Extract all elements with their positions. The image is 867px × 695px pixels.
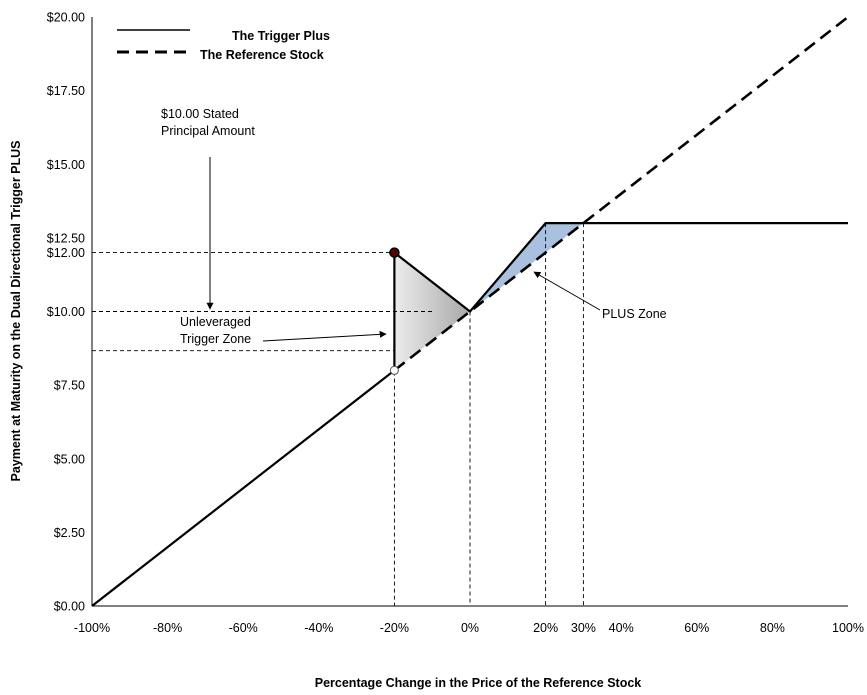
tick-labels: -100% -80% -60% -40% -20% 0% 20% 30% 40% 60% 80% 10… bbox=[47, 11, 864, 636]
x-tick-label: 0% bbox=[461, 621, 479, 635]
filled-endpoint-marker bbox=[389, 247, 400, 258]
x-tick-label: -60% bbox=[229, 621, 258, 635]
x-tick-label: -100% bbox=[74, 621, 110, 635]
series bbox=[91, 15, 849, 607]
legend-label-reference-stock: The Reference Stock bbox=[200, 48, 324, 62]
annotation-plus-zone: PLUS Zone bbox=[602, 307, 667, 321]
y-tick-label: $17.50 bbox=[47, 84, 85, 98]
x-tick-label: -80% bbox=[153, 621, 182, 635]
y-tick-label: $0.00 bbox=[54, 600, 85, 614]
series-line-reference-stock bbox=[393, 15, 849, 372]
series-line-trigger-plus bbox=[91, 222, 848, 607]
y-tick-label: $10.00 bbox=[47, 305, 85, 319]
x-tick-label: 60% bbox=[684, 621, 709, 635]
annotation-trigger-line2: Trigger Zone bbox=[180, 332, 251, 346]
arrow-plus-zone bbox=[533, 271, 601, 311]
annotation-principal-line2: Principal Amount bbox=[161, 124, 255, 138]
x-tick-label: -20% bbox=[380, 621, 409, 635]
arrow-trigger-zone bbox=[262, 330, 387, 342]
y-tick-label: $12.00 bbox=[47, 246, 85, 260]
x-tick-label: -40% bbox=[304, 621, 333, 635]
y-tick-label: $12.50 bbox=[47, 231, 85, 245]
x-axis-title: Percentage Change in the Price of the Re… bbox=[315, 676, 642, 690]
x-tick-label: 20% bbox=[533, 621, 558, 635]
open-endpoint-marker bbox=[389, 365, 399, 375]
y-tick-label: $15.00 bbox=[47, 158, 85, 172]
y-tick-label: $7.50 bbox=[54, 379, 85, 393]
y-tick-label: $5.00 bbox=[54, 452, 85, 466]
reference-lines bbox=[92, 223, 584, 606]
x-tick-label: 100% bbox=[832, 621, 864, 635]
trigger-zone-shading bbox=[394, 252, 470, 371]
axes bbox=[91, 17, 848, 607]
legend: The Trigger Plus The Reference Stock bbox=[117, 29, 330, 62]
x-tick-label: 30% bbox=[571, 621, 596, 635]
y-tick-label: $20.00 bbox=[47, 11, 85, 25]
x-tick-label: 80% bbox=[760, 621, 785, 635]
legend-label-trigger-plus: The Trigger Plus bbox=[232, 29, 330, 43]
annotation-principal-line1: $10.00 Stated bbox=[161, 107, 239, 121]
x-tick-label: 40% bbox=[609, 621, 634, 635]
annotation-trigger-line1: Unleveraged bbox=[180, 315, 251, 329]
annotations: $10.00 Stated Principal Amount Unleverag… bbox=[161, 107, 667, 346]
y-tick-label: $2.50 bbox=[54, 526, 85, 540]
y-axis-title: Payment at Maturity on the Dual Directio… bbox=[9, 140, 23, 481]
